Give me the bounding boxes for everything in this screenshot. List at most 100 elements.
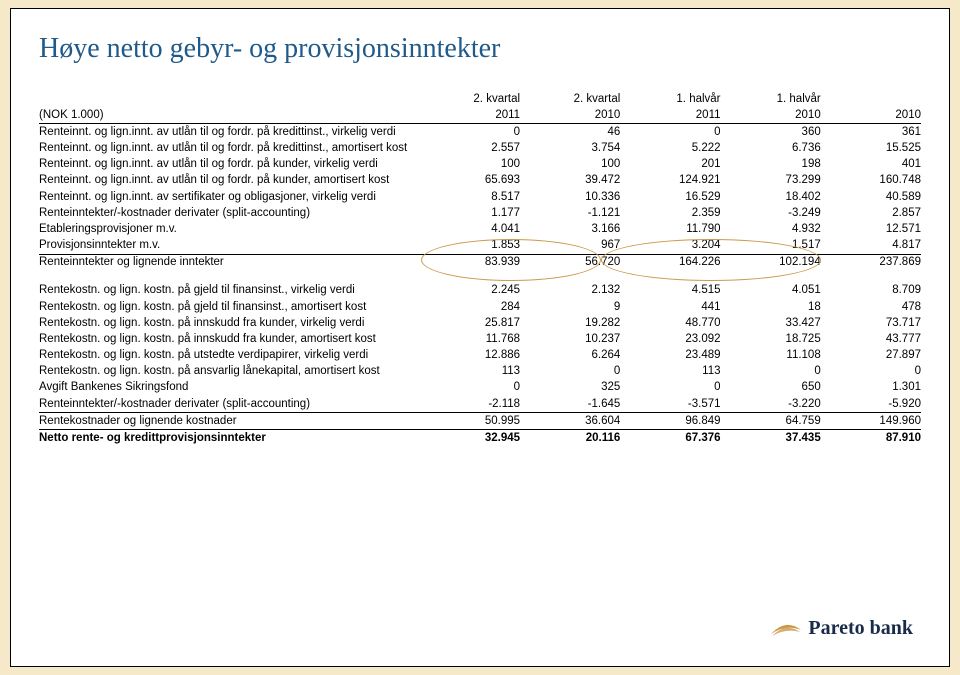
hdr2-c5: 2010 — [821, 107, 921, 124]
table-cell: 441 — [620, 299, 720, 315]
table-row: Provisjonsinntekter m.v.1.8539673.2041.5… — [39, 238, 921, 255]
table-row: Renteinnt. og lign.innt. av sertifikater… — [39, 189, 921, 205]
table-cell: 650 — [721, 380, 821, 396]
table-cell: 113 — [620, 364, 720, 380]
table-cell: 1.177 — [420, 205, 520, 221]
logo-text: Pareto bank — [808, 617, 913, 640]
table-cell: 113 — [420, 364, 520, 380]
st1-label: Renteinntekter og lignende inntekter — [39, 254, 420, 271]
table-cell: 73.299 — [721, 173, 821, 189]
table-cell: Renteinnt. og lign.innt. av utlån til og… — [39, 124, 420, 141]
table-cell: 1.853 — [420, 238, 520, 255]
table-cell: 6.736 — [721, 141, 821, 157]
page-title: Høye netto gebyr- og provisjonsinntekter — [39, 33, 921, 65]
table-cell: 360 — [721, 124, 821, 141]
st1-c3: 164.226 — [620, 254, 720, 271]
table-cell: 1.517 — [721, 238, 821, 255]
table-cell: -3.571 — [620, 396, 720, 413]
st2-c4: 64.759 — [721, 413, 821, 430]
table-cell: Renteinnt. og lign.innt. av sertifikater… — [39, 189, 420, 205]
table-cell: -3.249 — [721, 205, 821, 221]
st1-c1: 83.939 — [420, 254, 520, 271]
table-cell: 46 — [520, 124, 620, 141]
table-cell: 18.402 — [721, 189, 821, 205]
hdr-c2: 2. kvartal — [520, 91, 620, 107]
table-row: Rentekostn. og lign. kostn. på innskudd … — [39, 331, 921, 347]
total-row: Netto rente- og kredittprovisjonsinntekt… — [39, 430, 921, 447]
table-cell: 39.472 — [520, 173, 620, 189]
table-cell: 1.301 — [821, 380, 921, 396]
table-cell: Etableringsprovisjoner m.v. — [39, 221, 420, 237]
table-cell: 2.132 — [520, 283, 620, 299]
table-cell: 18.725 — [721, 331, 821, 347]
table-cell: 4.051 — [721, 283, 821, 299]
table-cell: 0 — [420, 380, 520, 396]
table-cell: 0 — [721, 364, 821, 380]
table-cell: 3.166 — [520, 221, 620, 237]
table-cell: 401 — [821, 157, 921, 173]
hdr2-c1: 2011 — [420, 107, 520, 124]
st2-c1: 50.995 — [420, 413, 520, 430]
subtotal-2: Rentekostnader og lignende kostnader 50.… — [39, 413, 921, 430]
table-row: Rentekostn. og lign. kostn. på gjeld til… — [39, 299, 921, 315]
table-cell: Renteinntekter/-kostnader derivater (spl… — [39, 205, 420, 221]
table-cell: -1.645 — [520, 396, 620, 413]
table-cell: 27.897 — [821, 348, 921, 364]
table-cell: 100 — [520, 157, 620, 173]
subtotal-1: Renteinntekter og lignende inntekter 83.… — [39, 254, 921, 271]
table-cell: 40.589 — [821, 189, 921, 205]
table-cell: 8.517 — [420, 189, 520, 205]
table-cell: 0 — [520, 364, 620, 380]
hdr2-c2: 2010 — [520, 107, 620, 124]
table-cell: 8.709 — [821, 283, 921, 299]
table-cell: 73.717 — [821, 315, 921, 331]
table-cell: -1.121 — [520, 205, 620, 221]
table-cell: 15.525 — [821, 141, 921, 157]
logo: Pareto bank — [770, 616, 913, 640]
table-cell: 2.857 — [821, 205, 921, 221]
table-cell: 10.237 — [520, 331, 620, 347]
table-cell: Provisjonsinntekter m.v. — [39, 238, 420, 255]
table-cell: -3.220 — [721, 396, 821, 413]
table-cell: 4.515 — [620, 283, 720, 299]
st1-c4: 102.194 — [721, 254, 821, 271]
st1-c2: 56.720 — [520, 254, 620, 271]
hdr2-c4: 2010 — [721, 107, 821, 124]
table-cell: Renteinnt. og lign.innt. av utlån til og… — [39, 141, 420, 157]
st1-c5: 237.869 — [821, 254, 921, 271]
table-cell: 19.282 — [520, 315, 620, 331]
st2-c3: 96.849 — [620, 413, 720, 430]
table-cell: Rentekostn. og lign. kostn. på innskudd … — [39, 315, 420, 331]
table-cell: 100 — [420, 157, 520, 173]
table-cell: 284 — [420, 299, 520, 315]
tot-c1: 32.945 — [420, 430, 520, 447]
table-row: Rentekostn. og lign. kostn. på innskudd … — [39, 315, 921, 331]
table-cell: 6.264 — [520, 348, 620, 364]
table-cell: 0 — [420, 124, 520, 141]
table-cell: Avgift Bankenes Sikringsfond — [39, 380, 420, 396]
table-cell: 23.092 — [620, 331, 720, 347]
table-cell: 65.693 — [420, 173, 520, 189]
table-cell: 4.932 — [721, 221, 821, 237]
table-cell: Rentekostn. og lign. kostn. på ansvarlig… — [39, 364, 420, 380]
table-cell: 160.748 — [821, 173, 921, 189]
hdr-c4: 1. halvår — [721, 91, 821, 107]
table-cell: 0 — [821, 364, 921, 380]
table-cell: 198 — [721, 157, 821, 173]
tot-c5: 87.910 — [821, 430, 921, 447]
table-row: Rentekostn. og lign. kostn. på gjeld til… — [39, 283, 921, 299]
table-cell: 325 — [520, 380, 620, 396]
table-cell: 5.222 — [620, 141, 720, 157]
table-cell: -2.118 — [420, 396, 520, 413]
table-cell: 48.770 — [620, 315, 720, 331]
slide: Høye netto gebyr- og provisjonsinntekter… — [10, 8, 950, 667]
table-cell: Rentekostn. og lign. kostn. på gjeld til… — [39, 299, 420, 315]
header-row-1: 2. kvartal 2. kvartal 1. halvår 1. halvå… — [39, 91, 921, 107]
table-row: Etableringsprovisjoner m.v.4.0413.16611.… — [39, 221, 921, 237]
tot-c4: 37.435 — [721, 430, 821, 447]
hdr-c3: 1. halvår — [620, 91, 720, 107]
table-cell: 2.359 — [620, 205, 720, 221]
table-cell: 478 — [821, 299, 921, 315]
table-row: Renteinnt. og lign.innt. av utlån til og… — [39, 157, 921, 173]
hdr-c1: 2. kvartal — [420, 91, 520, 107]
